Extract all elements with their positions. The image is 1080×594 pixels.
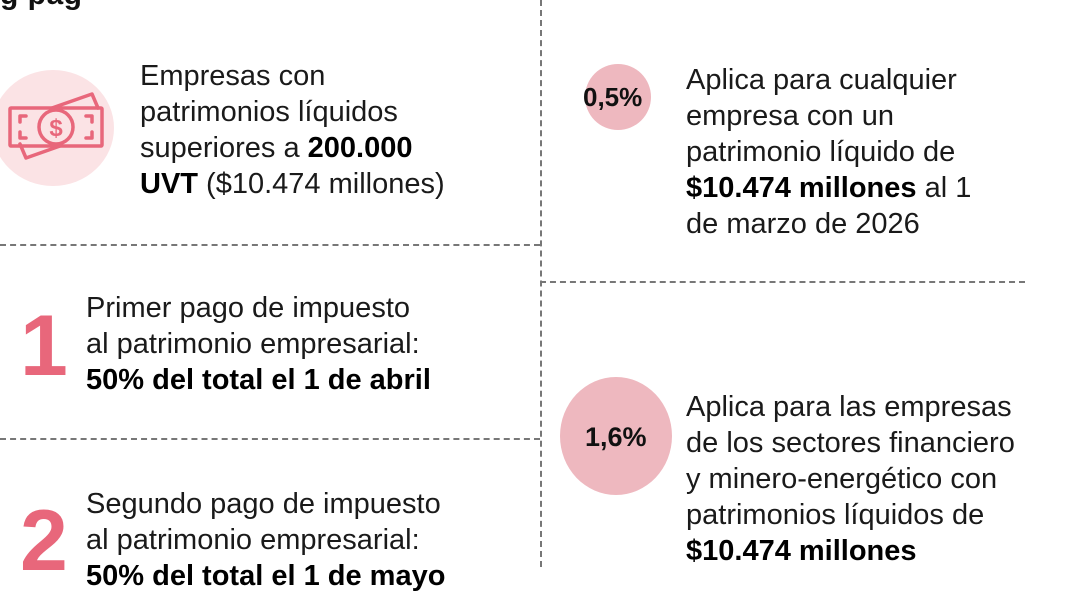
criteria-line-3: superiores a 200.000 (140, 132, 413, 164)
criteria-text: Empresas con patrimonios líquidos superi… (140, 58, 530, 202)
payment-1-text: Primer pago de impuesto al patrimonio em… (86, 292, 431, 396)
divider-left-2 (0, 438, 540, 440)
criteria-line-4: UVT ($10.474 millones) (140, 168, 445, 200)
rate-1-description: Aplica para cualquier empresa con un pat… (686, 64, 972, 240)
divider-left-1 (0, 244, 540, 246)
svg-text:$: $ (49, 115, 63, 142)
rate-circle-1 (585, 64, 651, 130)
vertical-divider (540, 0, 542, 567)
criteria-line-1: Empresas con (140, 60, 326, 92)
rate-value-1: 0,5% (583, 82, 643, 112)
money-bill-dollar-icon: $ (8, 92, 104, 160)
money-icon-background (0, 70, 114, 186)
payment-number-2: 2 (20, 493, 68, 589)
payment-1-date: 50% del total el 1 de abril (86, 364, 431, 396)
payment-number-1: 1 (20, 298, 68, 394)
rate-2-description: Aplica para las empresas de los sectores… (686, 391, 1015, 567)
payment-2-text: Segundo pago de impuesto al patrimonio e… (86, 488, 446, 592)
rate-value-2: 1,6% (585, 422, 647, 452)
payment-2-date: 50% del total el 1 de mayo (86, 560, 446, 592)
criteria-uvt-amount: 200.000 (307, 132, 413, 164)
rate-circle-2 (560, 377, 672, 495)
cropped-heading: g pag (0, 0, 83, 12)
criteria-line-2: patrimonios líquidos (140, 96, 398, 128)
divider-right-1 (540, 281, 1025, 283)
